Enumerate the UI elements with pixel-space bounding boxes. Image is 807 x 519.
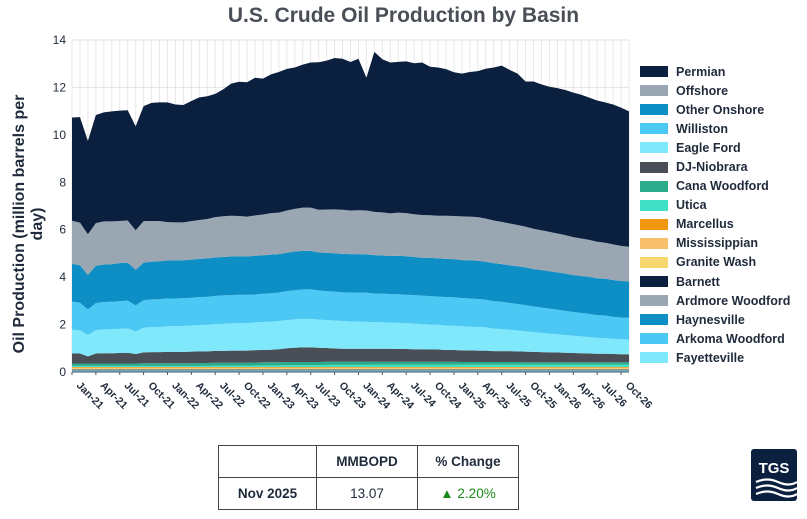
- y-tick-label: 2: [59, 318, 66, 332]
- legend-item: Utica: [640, 196, 790, 215]
- summary-row-change: ▲ 2.20%: [417, 477, 519, 510]
- legend-swatch: [640, 333, 668, 345]
- legend-label: Haynesville: [676, 312, 745, 327]
- y-tick-label: 12: [53, 80, 67, 94]
- legend-item: Williston: [640, 119, 790, 138]
- area-eagle-ford: [72, 318, 629, 357]
- legend-item: Eagle Ford: [640, 138, 790, 157]
- legend-label: Other Onshore: [676, 102, 765, 117]
- legend-swatch: [640, 85, 668, 97]
- chart-title: U.S. Crude Oil Production by Basin: [227, 4, 580, 27]
- area-utica: [72, 364, 629, 368]
- y-tick-label: 4: [59, 270, 66, 284]
- y-tick-label: 14: [53, 33, 67, 47]
- area-other-onshore: [72, 250, 629, 318]
- legend-swatch: [640, 295, 668, 307]
- x-tick-label: Oct-26: [623, 380, 655, 412]
- legend: Permian Offshore Other Onshore Williston Eag…: [640, 62, 790, 368]
- legend-label: Offshore: [676, 83, 729, 98]
- y-tick-label: 0: [59, 365, 66, 379]
- legend-swatch: [640, 218, 668, 230]
- summary-data-row: Nov 2025 13.07 ▲ 2.20%: [218, 477, 519, 510]
- legend-swatch: [640, 256, 668, 268]
- legend-swatch: [640, 66, 668, 78]
- legend-label: Williston: [676, 121, 728, 136]
- legend-swatch: [640, 104, 668, 116]
- legend-item: Haynesville: [640, 310, 790, 329]
- legend-swatch: [640, 314, 668, 326]
- legend-swatch: [640, 161, 668, 173]
- legend-item: Barnett: [640, 272, 790, 291]
- summary-header-blank: [218, 445, 317, 478]
- area-mississippian: [72, 367, 629, 369]
- tgs-logo: TGS: [751, 449, 797, 501]
- area-series: [72, 51, 629, 372]
- legend-swatch: [640, 142, 668, 154]
- summary-row-value: 13.07: [316, 477, 418, 510]
- area-ardmore-woodford: [72, 369, 629, 371]
- summary-table: MMBOPD % Change Nov 2025 13.07 ▲ 2.20%: [218, 445, 519, 510]
- legend-swatch: [640, 352, 668, 364]
- y-tick-label: 6: [59, 223, 66, 237]
- legend-swatch: [640, 180, 668, 192]
- legend-label: Marcellus: [676, 217, 734, 232]
- summary-header-change: % Change: [417, 445, 519, 478]
- legend-item: Permian: [640, 62, 790, 81]
- y-axis-label: Oil Production (million barrels per day): [11, 94, 46, 354]
- legend-item: Arkoma Woodford: [640, 329, 790, 348]
- legend-label: Permian: [676, 64, 726, 79]
- legend-label: Mississippian: [676, 236, 758, 251]
- summary-change-value: 2.20%: [457, 486, 496, 501]
- area-permian: [72, 51, 629, 247]
- area-granite-wash: [72, 368, 629, 370]
- legend-item: Fayetteville: [640, 348, 790, 367]
- y-tick-label: 10: [53, 128, 67, 142]
- summary-row-label: Nov 2025: [218, 477, 317, 510]
- legend-swatch: [640, 276, 668, 288]
- summary-header-mmbopd: MMBOPD: [316, 445, 418, 478]
- legend-item: Mississippian: [640, 234, 790, 253]
- up-arrow-icon: ▲: [440, 486, 454, 501]
- area-offshore: [72, 207, 629, 282]
- legend-item: Offshore: [640, 81, 790, 100]
- legend-label: Eagle Ford: [676, 140, 741, 155]
- area-dj-niobrara: [72, 347, 629, 364]
- legend-item: Other Onshore: [640, 100, 790, 119]
- legend-item: DJ-Niobrara: [640, 157, 790, 176]
- y-tick-label: 8: [59, 175, 66, 189]
- legend-item: Ardmore Woodford: [640, 291, 790, 310]
- legend-swatch: [640, 199, 668, 211]
- legend-label: Granite Wash: [676, 255, 757, 270]
- summary-header-row: MMBOPD % Change: [218, 445, 519, 478]
- chart-canvas: 02468101214Jan-21Apr-21Jul-21Oct-21Jan-2…: [53, 33, 655, 412]
- logo-text: TGS: [759, 460, 790, 477]
- legend-swatch: [640, 123, 668, 135]
- legend-item: Granite Wash: [640, 253, 790, 272]
- legend-label: Arkoma Woodford: [676, 331, 785, 346]
- legend-swatch: [640, 237, 668, 249]
- legend-item: Marcellus: [640, 215, 790, 234]
- area-cana-woodford: [72, 361, 629, 366]
- legend-label: DJ-Niobrara: [676, 160, 748, 175]
- legend-item: Cana Woodford: [640, 177, 790, 196]
- legend-label: Utica: [676, 198, 707, 213]
- area-williston: [72, 289, 629, 340]
- legend-label: Ardmore Woodford: [676, 293, 791, 308]
- legend-label: Fayetteville: [676, 350, 745, 365]
- legend-label: Barnett: [676, 274, 720, 289]
- legend-label: Cana Woodford: [676, 179, 769, 194]
